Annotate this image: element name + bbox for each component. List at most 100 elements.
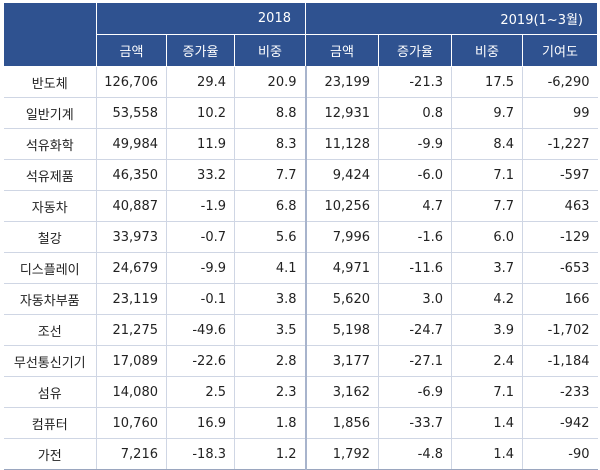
- col-2019-share: 비중: [451, 34, 523, 67]
- share-2018-cell: 8.8: [234, 97, 306, 129]
- amount-2019-cell: 7,996: [304, 221, 379, 253]
- contribution-2019-cell: -1,184: [522, 345, 598, 377]
- item-name-cell: 가전: [3, 438, 97, 470]
- growth-2019-cell: -1.6: [378, 221, 452, 253]
- share-2019-cell: 7.1: [451, 376, 523, 408]
- share-2019-cell: 9.7: [451, 97, 523, 129]
- table-row: 가전 7,216 -18.3 1.2 1,792 -4.8 1.4 -90: [3, 438, 598, 470]
- growth-2018-cell: -49.6: [166, 314, 235, 346]
- amount-2018-cell: 49,984: [96, 128, 167, 160]
- column-header-row: 금액 증가율 비중 금액 증가율 비중 기여도: [4, 34, 598, 67]
- amount-2018-cell: 21,275: [96, 314, 167, 346]
- amount-2019-cell: 5,620: [304, 283, 379, 315]
- growth-2019-cell: -24.7: [378, 314, 452, 346]
- share-2018-cell: 5.6: [234, 221, 306, 253]
- growth-2018-cell: -0.1: [166, 283, 235, 315]
- growth-2019-cell: -27.1: [378, 345, 452, 377]
- table-row: 자동차부품 23,119 -0.1 3.8 5,620 3.0 4.2 166: [3, 283, 598, 315]
- contribution-2019-cell: -653: [522, 252, 598, 284]
- contribution-2019-cell: 463: [522, 190, 598, 222]
- table-header: 2018 2019(1~3월) 금액 증가율 비중 금액 증가율 비중 기여도: [3, 2, 598, 67]
- contribution-2019-cell: 166: [522, 283, 598, 315]
- growth-2018-cell: -9.9: [166, 252, 235, 284]
- share-2018-cell: 7.7: [234, 159, 306, 191]
- table-row: 석유화학 49,984 11.9 8.3 11,128 -9.9 8.4 -1,227: [3, 128, 598, 160]
- share-2019-cell: 17.5: [451, 66, 523, 98]
- contribution-2019-cell: -6,290: [522, 66, 598, 98]
- amount-2019-cell: 11,128: [304, 128, 379, 160]
- col-2018-amount: 금액: [96, 34, 167, 67]
- growth-2019-cell: -6.9: [378, 376, 452, 408]
- table-row: 무선통신기기 17,089 -22.6 2.8 3,177 -27.1 2.4 -1,184: [3, 345, 598, 377]
- table-row: 자동차 40,887 -1.9 6.8 10,256 4.7 7.7 463: [3, 190, 598, 222]
- table-body: 반도체 126,706 29.4 20.9 23,199 -21.3 17.5 -6,290 일…: [3, 66, 598, 470]
- share-2018-cell: 20.9: [234, 66, 306, 98]
- item-name-cell: 조선: [3, 314, 97, 346]
- share-2018-cell: 8.3: [234, 128, 306, 160]
- growth-2018-cell: -18.3: [166, 438, 235, 470]
- growth-2019-cell: 0.8: [378, 97, 452, 129]
- amount-2018-cell: 40,887: [96, 190, 167, 222]
- share-2019-cell: 1.4: [451, 438, 523, 470]
- table-row: 조선 21,275 -49.6 3.5 5,198 -24.7 3.9 -1,702: [3, 314, 598, 346]
- contribution-2019-cell: -90: [522, 438, 598, 470]
- col-2019-growth: 증가율: [378, 34, 452, 67]
- item-name-cell: 자동차: [3, 190, 97, 222]
- growth-2018-cell: 10.2: [166, 97, 235, 129]
- growth-2018-cell: 11.9: [166, 128, 235, 160]
- growth-2019-cell: 3.0: [378, 283, 452, 315]
- item-name-cell: 자동차부품: [3, 283, 97, 315]
- amount-2018-cell: 46,350: [96, 159, 167, 191]
- amount-2019-cell: 4,971: [304, 252, 379, 284]
- amount-2019-cell: 1,792: [304, 438, 379, 470]
- corner-header: [3, 2, 97, 67]
- growth-2019-cell: -21.3: [378, 66, 452, 98]
- amount-2019-cell: 12,931: [304, 97, 379, 129]
- growth-2019-cell: -33.7: [378, 407, 452, 439]
- year-2018-header: 2018: [96, 2, 306, 35]
- contribution-2019-cell: -942: [522, 407, 598, 439]
- share-2018-cell: 1.8: [234, 407, 306, 439]
- table-row: 반도체 126,706 29.4 20.9 23,199 -21.3 17.5 -6,290: [3, 66, 598, 98]
- amount-2019-cell: 23,199: [304, 66, 379, 98]
- contribution-2019-cell: 99: [522, 97, 598, 129]
- item-name-cell: 석유제품: [3, 159, 97, 191]
- share-2019-cell: 7.7: [451, 190, 523, 222]
- growth-2018-cell: -0.7: [166, 221, 235, 253]
- table-row: 디스플레이 24,679 -9.9 4.1 4,971 -11.6 3.7 -653: [3, 252, 598, 284]
- amount-2018-cell: 23,119: [96, 283, 167, 315]
- share-2019-cell: 4.2: [451, 283, 523, 315]
- amount-2018-cell: 126,706: [96, 66, 167, 98]
- amount-2018-cell: 7,216: [96, 438, 167, 470]
- contribution-2019-cell: -233: [522, 376, 598, 408]
- amount-2018-cell: 24,679: [96, 252, 167, 284]
- col-2019-contribution: 기여도: [522, 34, 598, 67]
- item-name-cell: 반도체: [3, 66, 97, 98]
- amount-2019-cell: 3,162: [304, 376, 379, 408]
- item-name-cell: 석유화학: [3, 128, 97, 160]
- amount-2018-cell: 33,973: [96, 221, 167, 253]
- year-2019-header: 2019(1~3월): [305, 2, 598, 35]
- share-2018-cell: 1.2: [234, 438, 306, 470]
- amount-2018-cell: 10,760: [96, 407, 167, 439]
- contribution-2019-cell: -597: [522, 159, 598, 191]
- amount-2018-cell: 53,558: [96, 97, 167, 129]
- item-name-cell: 일반기계: [3, 97, 97, 129]
- amount-2019-cell: 10,256: [304, 190, 379, 222]
- growth-2019-cell: -11.6: [378, 252, 452, 284]
- share-2019-cell: 1.4: [451, 407, 523, 439]
- col-2018-growth: 증가율: [166, 34, 235, 67]
- growth-2019-cell: 4.7: [378, 190, 452, 222]
- contribution-2019-cell: -1,702: [522, 314, 598, 346]
- growth-2018-cell: -22.6: [166, 345, 235, 377]
- col-2018-share: 비중: [234, 34, 306, 67]
- item-name-cell: 디스플레이: [3, 252, 97, 284]
- share-2019-cell: 2.4: [451, 345, 523, 377]
- year-header-row: 2018 2019(1~3월): [3, 2, 598, 67]
- amount-2018-cell: 14,080: [96, 376, 167, 408]
- item-name-cell: 철강: [3, 221, 97, 253]
- amount-2019-cell: 5,198: [304, 314, 379, 346]
- share-2019-cell: 3.9: [451, 314, 523, 346]
- item-name-cell: 무선통신기기: [3, 345, 97, 377]
- amount-2019-cell: 1,856: [304, 407, 379, 439]
